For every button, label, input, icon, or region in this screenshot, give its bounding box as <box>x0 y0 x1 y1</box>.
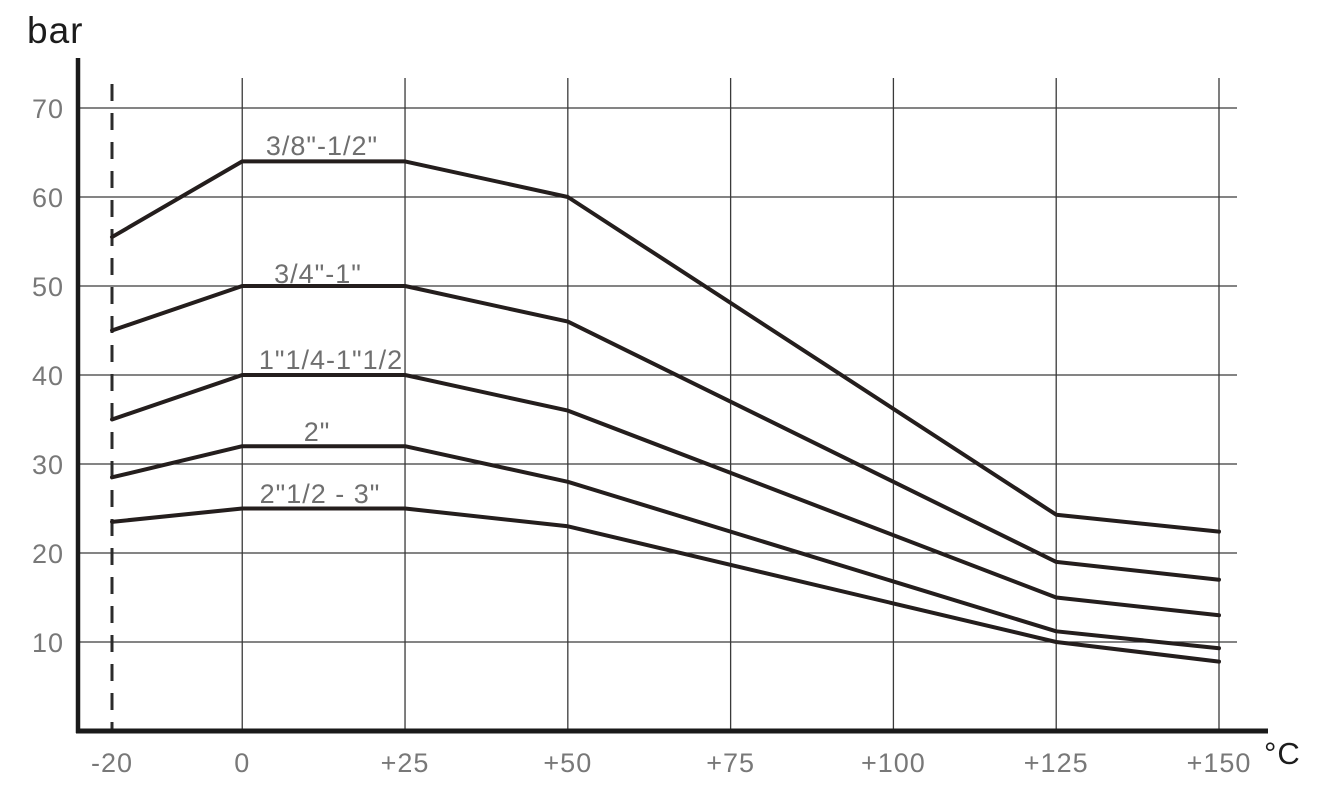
y-tick-label: 10 <box>32 628 64 658</box>
y-tick-label: 40 <box>32 361 64 391</box>
curve-series-5 <box>110 506 1221 664</box>
x-tick-label: +50 <box>543 748 592 778</box>
curve-label-3: 1"1/4-1"1/2 <box>259 345 403 375</box>
y-tick-label: 30 <box>32 450 64 480</box>
x-tick-label: +75 <box>706 748 755 778</box>
x-tick-label: +125 <box>1024 748 1089 778</box>
curve-series-1 <box>110 159 1221 534</box>
x-tick-label: -20 <box>91 748 133 778</box>
x-tick-label: +100 <box>861 748 926 778</box>
y-tick-label: 20 <box>32 539 64 569</box>
curve-series-2 <box>110 284 1221 582</box>
curve-series-3 <box>110 373 1221 618</box>
curve-label-5: 2"1/2 - 3" <box>260 479 381 509</box>
curve-series-4 <box>110 444 1221 651</box>
x-tick-label: +25 <box>381 748 430 778</box>
x-axis-unit-label: °C <box>1264 736 1301 771</box>
y-tick-label: 60 <box>32 183 64 213</box>
x-tick-label: +150 <box>1187 748 1252 778</box>
y-tick-label: 70 <box>32 94 64 124</box>
y-axis-unit-label: bar <box>27 10 84 51</box>
curve-label-2: 3/4"-1" <box>274 259 362 289</box>
x-tick-label: 0 <box>234 748 250 778</box>
curve-label-1: 3/8"-1/2" <box>266 131 378 161</box>
curve-label-4: 2" <box>304 417 331 447</box>
y-tick-label: 50 <box>32 272 64 302</box>
